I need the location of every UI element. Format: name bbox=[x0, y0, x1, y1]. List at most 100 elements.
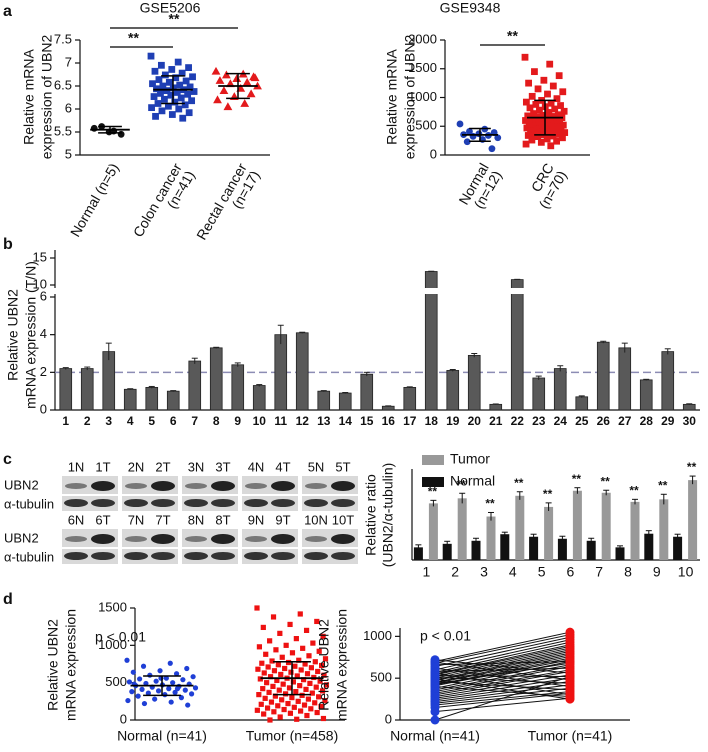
point bbox=[260, 686, 266, 692]
panel-letter: a bbox=[3, 3, 12, 20]
point bbox=[172, 689, 178, 695]
x-tick-label: Tumor (n=458) bbox=[246, 728, 338, 744]
y-tick-label: 6.5 bbox=[54, 77, 72, 92]
y-axis-label: Relative mRNA bbox=[384, 49, 400, 145]
point bbox=[157, 668, 163, 674]
lane-label: 8N bbox=[188, 512, 205, 527]
point bbox=[320, 715, 327, 722]
x-tick-label: 30 bbox=[683, 414, 697, 428]
point bbox=[309, 690, 315, 696]
pair-line bbox=[434, 631, 571, 662]
legend-swatch bbox=[422, 477, 444, 487]
bar bbox=[639, 379, 653, 411]
band bbox=[331, 534, 355, 544]
bar bbox=[515, 495, 525, 560]
lane-label: 2T bbox=[155, 459, 170, 474]
point bbox=[281, 706, 287, 713]
pair-line bbox=[434, 652, 571, 682]
x-tick-label: 6 bbox=[567, 564, 575, 580]
bar bbox=[252, 385, 266, 411]
bar bbox=[557, 538, 567, 560]
point bbox=[280, 681, 286, 687]
point bbox=[270, 683, 276, 689]
point bbox=[525, 119, 533, 127]
point bbox=[267, 638, 273, 644]
point bbox=[551, 128, 559, 135]
point bbox=[246, 89, 256, 98]
point bbox=[178, 69, 186, 77]
point bbox=[530, 130, 538, 138]
x-tick-label: 18 bbox=[425, 414, 439, 428]
x-tick-label: 3 bbox=[105, 414, 112, 428]
point bbox=[274, 677, 280, 684]
significance-label: ** bbox=[601, 474, 611, 488]
point bbox=[549, 132, 557, 140]
point bbox=[295, 698, 301, 704]
point bbox=[275, 662, 281, 668]
x-tick-label: 8 bbox=[624, 564, 632, 580]
x-tick-label: 10 bbox=[678, 564, 694, 580]
band bbox=[91, 552, 115, 560]
point bbox=[264, 705, 271, 711]
point bbox=[287, 710, 294, 716]
point bbox=[288, 669, 294, 675]
point bbox=[258, 701, 264, 707]
y-tick-label: 1000 bbox=[363, 628, 392, 643]
significance-label: ** bbox=[485, 497, 495, 511]
point bbox=[554, 123, 561, 131]
significance-label: ** bbox=[169, 11, 180, 27]
point bbox=[259, 660, 265, 666]
band bbox=[125, 536, 147, 542]
x-tick-label: 8 bbox=[213, 414, 220, 428]
point bbox=[559, 88, 567, 96]
y-tick-label: 6 bbox=[65, 100, 72, 115]
point bbox=[261, 670, 267, 676]
point bbox=[254, 707, 260, 713]
x-tick-label: 2 bbox=[451, 564, 459, 580]
x-tick-label: 15 bbox=[360, 414, 374, 428]
point bbox=[317, 678, 323, 684]
y-axis-label: mRNA expression bbox=[334, 609, 350, 721]
point bbox=[557, 126, 565, 134]
pair-line bbox=[434, 650, 571, 681]
point bbox=[528, 92, 536, 100]
significance-label: ** bbox=[572, 472, 582, 486]
pair-line bbox=[434, 669, 571, 694]
x-tick-label: 27 bbox=[618, 414, 632, 428]
pair-line bbox=[434, 645, 571, 676]
point bbox=[275, 703, 281, 709]
point bbox=[157, 61, 165, 69]
point bbox=[256, 644, 263, 650]
bar bbox=[644, 533, 654, 560]
point bbox=[531, 68, 538, 76]
lane-label: 6T bbox=[95, 512, 110, 527]
point bbox=[537, 138, 545, 146]
point bbox=[534, 85, 542, 93]
point bbox=[469, 132, 477, 140]
pair-line bbox=[434, 655, 571, 684]
point bbox=[523, 124, 531, 132]
band bbox=[211, 499, 235, 507]
x-tick-label: 28 bbox=[640, 414, 654, 428]
point bbox=[173, 671, 180, 677]
point bbox=[300, 677, 307, 683]
panel-letter: c bbox=[3, 451, 12, 468]
point bbox=[130, 669, 136, 675]
x-tick-label: 17 bbox=[403, 414, 417, 428]
point bbox=[536, 128, 544, 136]
point bbox=[262, 695, 268, 701]
point bbox=[159, 82, 167, 90]
band bbox=[124, 552, 148, 560]
x-tick-label: Normal (n=41) bbox=[390, 728, 480, 744]
point bbox=[527, 115, 535, 123]
point bbox=[530, 110, 537, 117]
bar bbox=[586, 540, 596, 560]
x-tick-label: 7 bbox=[595, 564, 603, 580]
y-axis-label: expression of UBN2 bbox=[39, 35, 55, 160]
point bbox=[155, 688, 162, 694]
point bbox=[297, 611, 303, 617]
point bbox=[565, 672, 575, 682]
y-tick-label: 10 bbox=[33, 276, 47, 291]
point bbox=[287, 621, 293, 628]
band bbox=[151, 481, 175, 491]
